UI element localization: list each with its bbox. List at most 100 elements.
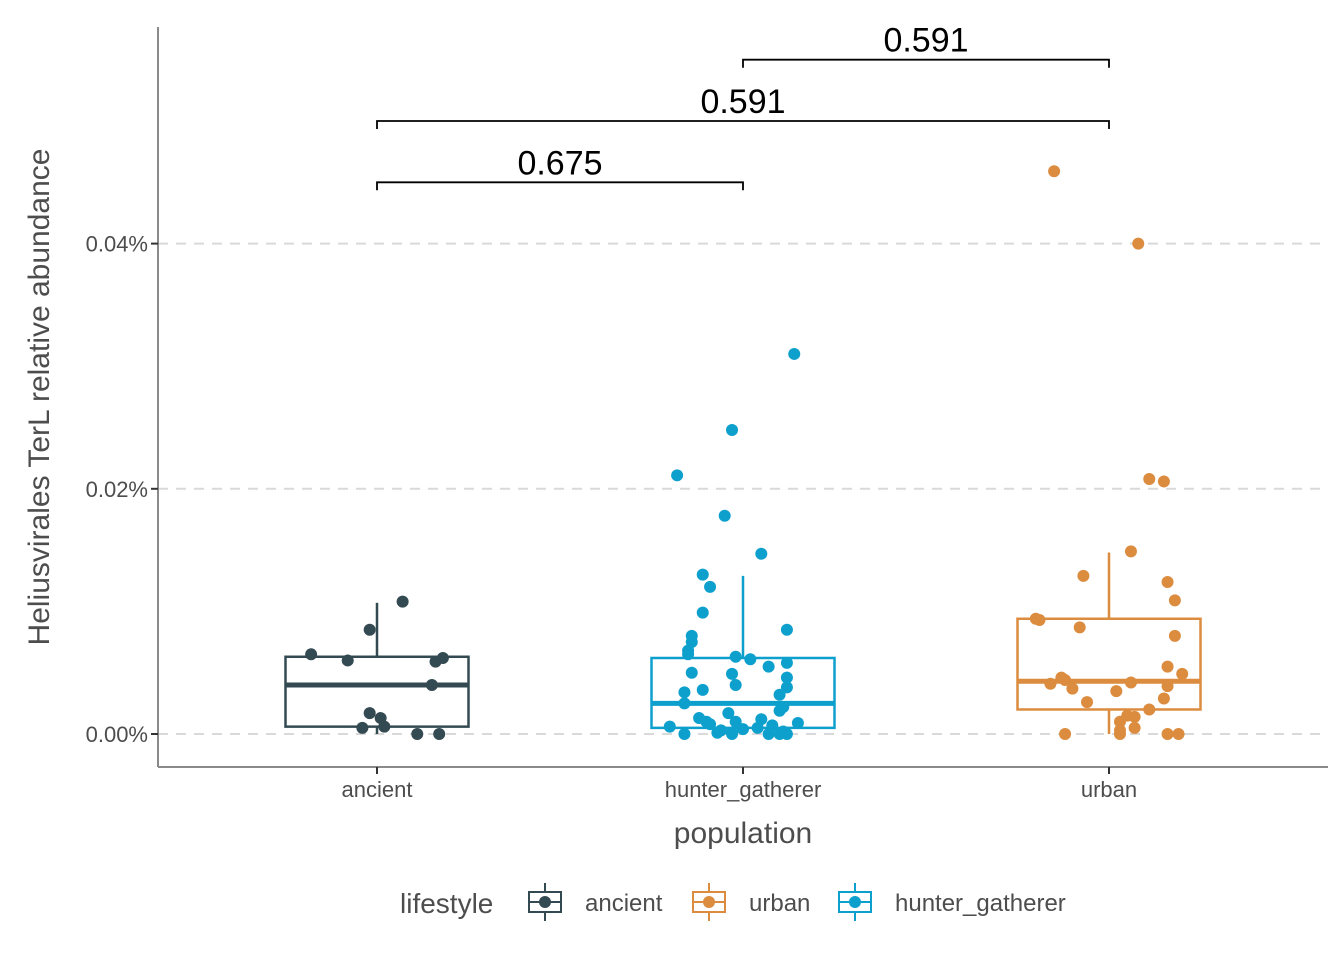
data-point	[773, 688, 786, 701]
data-point	[1124, 676, 1137, 689]
data-point	[363, 623, 376, 636]
data-point	[751, 721, 764, 734]
data-point	[436, 651, 449, 664]
legend-entry-urban: urban	[692, 883, 810, 921]
data-point	[696, 568, 709, 581]
data-point	[1128, 710, 1141, 723]
x-tick-label: hunter_gatherer	[665, 777, 822, 802]
legend-key-point	[703, 896, 715, 908]
legend-label: hunter_gatherer	[895, 890, 1066, 917]
points-hunter_gatherer	[663, 347, 804, 740]
data-point	[1044, 677, 1057, 690]
data-point	[341, 654, 354, 667]
y-ticks: 0.00% 0.02% 0.04%	[86, 232, 158, 747]
data-point	[791, 716, 804, 729]
x-tick-label: urban	[1081, 777, 1137, 802]
legend-entry-hunter_gatherer: hunter_gatherer	[838, 883, 1066, 921]
comparison-bracket: 0.591	[742, 22, 1110, 68]
bracket-line	[742, 58, 1110, 68]
legend-label: ancient	[585, 890, 663, 917]
data-point	[1161, 728, 1174, 740]
data-point	[726, 667, 739, 680]
data-point	[762, 728, 775, 740]
data-point	[788, 347, 801, 360]
data-point	[780, 728, 793, 740]
data-point	[718, 509, 731, 522]
data-point	[1172, 728, 1185, 740]
data-point	[696, 606, 709, 619]
data-point	[1161, 575, 1174, 588]
data-point	[671, 469, 684, 482]
legend: lifestyle ancient urban hunter_gatherer	[400, 883, 1066, 921]
data-point	[780, 671, 793, 684]
data-point	[729, 715, 742, 728]
comparison-brackets: 0.675 0.591 0.591	[376, 22, 1110, 191]
data-point	[780, 681, 793, 694]
data-point	[678, 697, 691, 710]
data-point	[678, 686, 691, 699]
legend-key-point	[849, 896, 861, 908]
y-tick-label: 0.04%	[86, 232, 148, 257]
data-point	[425, 678, 438, 691]
data-point	[1143, 703, 1156, 716]
legend-entry-ancient: ancient	[528, 883, 663, 921]
gridlines	[158, 242, 1328, 735]
box-ancient	[284, 602, 470, 734]
data-point	[1161, 680, 1174, 693]
data-point	[433, 728, 446, 740]
data-point	[685, 666, 698, 679]
boxplots	[284, 552, 1202, 734]
data-point	[1110, 685, 1123, 698]
data-point	[755, 547, 768, 560]
y-axis-title: Heliusvirales TerL relative abundance	[23, 149, 56, 646]
x-tick-label: ancient	[342, 777, 413, 802]
data-point	[1168, 629, 1181, 642]
data-point	[1128, 721, 1141, 734]
data-points	[305, 165, 1189, 740]
data-point	[678, 728, 691, 740]
y-tick-label: 0.00%	[86, 722, 148, 747]
box-iqr	[1016, 617, 1202, 711]
data-point	[396, 595, 409, 608]
data-point	[722, 707, 735, 720]
data-point	[1113, 715, 1126, 728]
p-value-label: 0.591	[883, 22, 968, 60]
bracket-line	[376, 120, 1110, 129]
data-point	[411, 728, 424, 740]
data-point	[1157, 692, 1170, 705]
data-point	[1124, 545, 1137, 558]
data-point	[1113, 728, 1126, 740]
data-point	[682, 648, 695, 661]
data-point	[1161, 660, 1174, 673]
data-point	[726, 423, 739, 436]
data-point	[1081, 696, 1094, 709]
data-point	[762, 660, 775, 673]
legend-key-point	[539, 896, 551, 908]
data-point	[729, 650, 742, 663]
comparison-bracket: 0.591	[376, 83, 1110, 129]
points-ancient	[305, 595, 449, 740]
p-value-label: 0.591	[700, 83, 785, 121]
legend-label: urban	[749, 890, 810, 917]
points-urban	[1029, 165, 1189, 740]
data-point	[726, 728, 739, 740]
p-value-label: 0.675	[517, 144, 602, 182]
data-point	[378, 720, 391, 733]
data-point	[356, 721, 369, 734]
data-point	[704, 718, 717, 731]
data-point	[1048, 165, 1061, 178]
data-point	[1066, 682, 1079, 695]
data-point	[1143, 472, 1156, 485]
data-point	[696, 683, 709, 696]
x-ticks: ancient hunter_gatherer urban	[342, 767, 1137, 802]
data-point	[780, 623, 793, 636]
data-point	[711, 726, 724, 739]
data-point	[1033, 613, 1046, 626]
data-point	[1073, 621, 1086, 634]
legend-title: lifestyle	[400, 888, 493, 919]
data-point	[1168, 594, 1181, 607]
data-point	[1157, 475, 1170, 488]
bracket-line	[376, 181, 744, 191]
data-point	[704, 580, 717, 593]
